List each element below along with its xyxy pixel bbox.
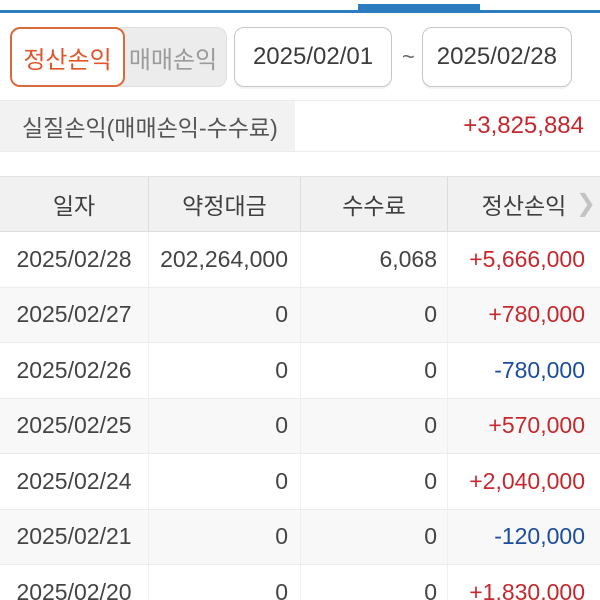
pnl-type-tab-group: 정산손익 매매손익	[10, 27, 227, 87]
cell-pnl: -780,000	[447, 343, 600, 398]
cell-date: 2025/02/27	[16, 301, 132, 328]
cell-date: 2025/02/21	[16, 523, 132, 550]
cell-fee: 0	[300, 398, 447, 453]
cell-amount: 0	[148, 343, 300, 398]
header-cell-amount: 약정대금	[148, 177, 300, 231]
table-row[interactable]: 2025/02/27 0 0 +780,000	[0, 287, 600, 343]
cell-date: 2025/02/20	[16, 578, 132, 600]
table-row[interactable]: 2025/02/25 0 0 +570,000	[0, 398, 600, 454]
table-row[interactable]: 2025/02/28 202,264,000 6,068 +5,666,000	[0, 232, 600, 288]
cell-amount: 0	[148, 565, 300, 600]
chevron-right-icon[interactable]: ❯	[575, 190, 596, 217]
tab-trading-pnl[interactable]: 매매손익	[120, 27, 227, 87]
cell-fee: 0	[300, 565, 447, 600]
date-range-separator: ~	[402, 44, 415, 69]
cell-date: 2025/02/28	[16, 245, 132, 272]
net-profit-summary-row: 실질손익(매매손익-수수료) +3,825,884	[0, 100, 600, 152]
net-profit-label: 실질손익(매매손익-수수료)	[0, 101, 295, 151]
pnl-table: 일자 약정대금 수수료 정산손익 ❯ 2025/02/28 202,264,00…	[0, 176, 600, 600]
cell-fee: 0	[300, 509, 447, 564]
table-row[interactable]: 2025/02/26 0 0 -780,000	[0, 343, 600, 399]
indicator-track-line	[0, 10, 600, 13]
cell-amount: 202,264,000	[148, 232, 300, 287]
cell-amount: 0	[148, 509, 300, 564]
net-profit-value: +3,825,884	[463, 112, 584, 139]
cell-fee: 6,068	[300, 232, 447, 287]
tab-settlement-pnl[interactable]: 정산손익	[10, 27, 125, 87]
cell-date: 2025/02/24	[16, 467, 132, 494]
table-body: 2025/02/28 202,264,000 6,068 +5,666,000 …	[0, 232, 600, 600]
cell-pnl: +2,040,000	[447, 454, 600, 509]
table-header: 일자 약정대금 수수료 정산손익 ❯	[0, 176, 600, 232]
cell-fee: 0	[300, 454, 447, 509]
header-cell-date: 일자	[52, 193, 96, 219]
table-row[interactable]: 2025/02/24 0 0 +2,040,000	[0, 454, 600, 510]
cell-fee: 0	[300, 343, 447, 398]
cell-date: 2025/02/25	[16, 412, 132, 439]
table-row[interactable]: 2025/02/20 0 0 +1,830,000	[0, 565, 600, 600]
cell-pnl: +780,000	[447, 287, 600, 342]
filter-controls: 정산손익 매매손익 2025/02/01 ~ 2025/02/28	[10, 27, 590, 87]
cell-pnl: +1,830,000	[447, 565, 600, 600]
cell-amount: 0	[148, 454, 300, 509]
header-cell-pnl: 정산손익	[447, 177, 600, 231]
end-date-input[interactable]: 2025/02/28	[421, 27, 572, 87]
cell-amount: 0	[148, 287, 300, 342]
top-tab-indicator	[0, 0, 600, 13]
start-date-input[interactable]: 2025/02/01	[234, 27, 392, 87]
indicator-active-segment	[358, 4, 480, 13]
cell-date: 2025/02/26	[16, 356, 132, 383]
cell-pnl: +5,666,000	[447, 232, 600, 287]
header-cell-fee: 수수료	[300, 177, 447, 231]
cell-amount: 0	[148, 398, 300, 453]
table-row[interactable]: 2025/02/21 0 0 -120,000	[0, 509, 600, 565]
cell-fee: 0	[300, 287, 447, 342]
cell-pnl: -120,000	[447, 509, 600, 564]
cell-pnl: +570,000	[447, 398, 600, 453]
